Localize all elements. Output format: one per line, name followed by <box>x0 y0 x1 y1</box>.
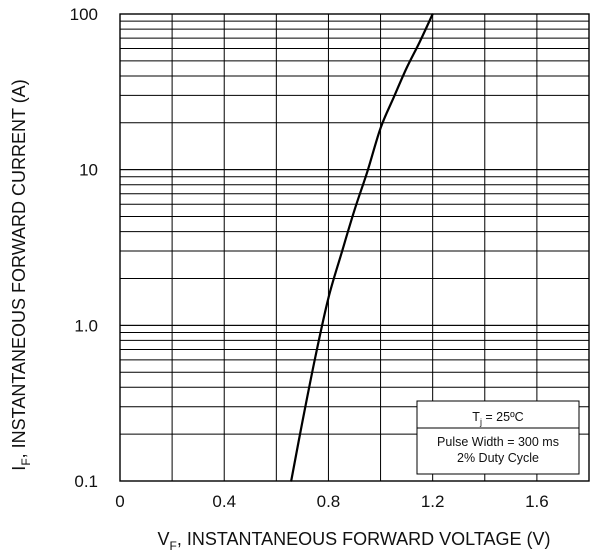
y-tick-label: 100 <box>70 5 98 24</box>
junction-temp-rest: = 25ºC <box>482 410 524 424</box>
y-tick-label: 0.1 <box>74 472 98 491</box>
x-tick-label: 0.8 <box>317 492 341 511</box>
y-axis-title-sub: F <box>19 458 33 465</box>
pulse-width-label: Pulse Width = 300 ms <box>437 435 559 449</box>
y-axis-title-main: I <box>9 466 29 471</box>
x-tick-labels: 0 0.4 0.8 1.2 1.6 <box>115 492 548 511</box>
x-axis-title-main: V <box>157 529 169 549</box>
junction-temp-main: T <box>472 410 480 424</box>
data-point <box>301 421 304 423</box>
duty-cycle-label: 2% Duty Cycle <box>457 451 539 465</box>
junction-temp-label: Tj = 25ºC <box>472 410 523 427</box>
x-tick-label: 1.2 <box>421 492 445 511</box>
data-point <box>327 297 330 299</box>
data-point <box>431 13 434 15</box>
data-point <box>353 209 356 211</box>
data-point <box>418 41 421 43</box>
annotation-box-frame <box>416 400 580 475</box>
annotation-box: Tj = 25ºC Pulse Width = 300 ms 2% Duty C… <box>416 400 580 475</box>
data-point <box>379 127 382 129</box>
x-axis-title: VF, INSTANTANEOUS FORWARD VOLTAGE (V) <box>157 529 550 553</box>
y-axis-title-rest: , INSTANTANEOUS FORWARD CURRENT (A) <box>9 79 29 458</box>
data-point <box>366 170 369 172</box>
data-point <box>340 252 343 255</box>
data-point <box>392 96 395 99</box>
data-point <box>405 67 408 69</box>
junction-temp-sub: j <box>479 417 482 427</box>
x-tick-label: 1.6 <box>525 492 549 511</box>
x-tick-label: 0 <box>115 492 124 511</box>
grid <box>120 13 589 481</box>
data-point <box>290 480 292 482</box>
data-point <box>314 355 317 358</box>
y-axis-title: IF, INSTANTANEOUS FORWARD CURRENT (A) <box>9 79 33 470</box>
series-points <box>290 13 434 482</box>
series-line <box>290 13 434 482</box>
x-axis-title-sub: F <box>169 539 176 553</box>
plot-frame <box>119 13 590 482</box>
y-tick-label: 1.0 <box>74 316 98 335</box>
y-tick-label: 10 <box>79 161 98 180</box>
y-tick-labels: 0.1 1.0 10 100 <box>70 5 98 491</box>
x-axis-title-rest: , INSTANTANEOUS FORWARD VOLTAGE (V) <box>177 529 551 549</box>
x-tick-label: 0.4 <box>212 492 236 511</box>
